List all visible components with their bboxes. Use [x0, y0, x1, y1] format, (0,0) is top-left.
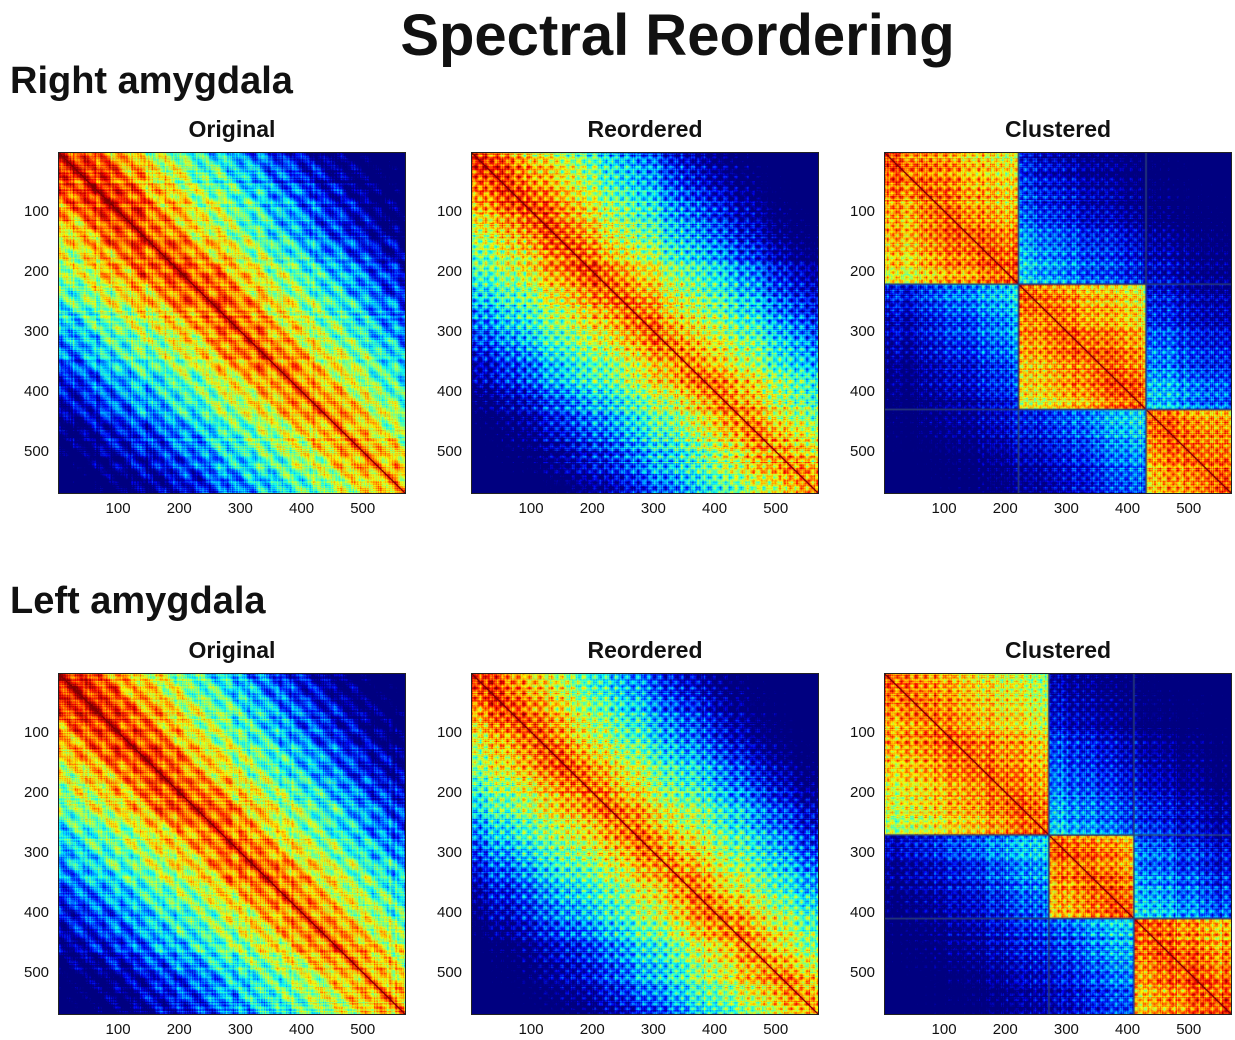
- left-reordered-xtick-500: 500: [763, 1021, 789, 1038]
- left-clustered-ytick-500: 500: [850, 963, 876, 981]
- right-reordered-xtick-400: 400: [702, 500, 728, 517]
- left-original-title: Original: [188, 637, 276, 663]
- left-clustered-ytick-200: 200: [850, 783, 876, 801]
- left-clustered-heatmap-canvas: [885, 674, 1231, 1014]
- left-original-xtick-500: 500: [350, 1021, 376, 1038]
- right-original-ytick-500: 500: [24, 442, 50, 460]
- right-original-ytick-200: 200: [24, 262, 50, 280]
- right-clustered-heatmap: [884, 152, 1232, 494]
- left-reordered-xtick-100: 100: [518, 1021, 544, 1038]
- right-reordered-heatmap-canvas: [472, 153, 818, 493]
- right-clustered-heatmap-canvas: [885, 153, 1231, 493]
- left-reordered-ytick-100: 100: [437, 723, 463, 741]
- left-reordered-xtick-400: 400: [702, 1021, 728, 1038]
- left-clustered-ytick-100: 100: [850, 723, 876, 741]
- left-clustered-xtick-100: 100: [931, 1021, 957, 1038]
- right-clustered-title: Clustered: [1004, 116, 1112, 142]
- left-original-heatmap: [58, 673, 406, 1015]
- right-clustered-ytick-200: 200: [850, 262, 876, 280]
- right-original-xtick-100: 100: [105, 500, 131, 517]
- right-clustered-xtick-300: 300: [1053, 500, 1079, 517]
- right-original-heatmap: [58, 152, 406, 494]
- left-clustered-xtick-400: 400: [1115, 1021, 1141, 1038]
- right-clustered-xtick-200: 200: [992, 500, 1018, 517]
- right-reordered-ytick-400: 400: [437, 382, 463, 400]
- right-original-ytick-400: 400: [24, 382, 50, 400]
- right-original-ytick-300: 300: [24, 322, 50, 340]
- right-clustered-xtick-400: 400: [1115, 500, 1141, 517]
- right-reordered-ytick-200: 200: [437, 262, 463, 280]
- left-original-xtick-100: 100: [105, 1021, 131, 1038]
- section-title-right-amygdala: Right amygdala: [10, 60, 293, 102]
- right-original-xtick-500: 500: [350, 500, 376, 517]
- left-clustered-xtick-200: 200: [992, 1021, 1018, 1038]
- left-clustered-xtick-300: 300: [1053, 1021, 1079, 1038]
- right-reordered-ytick-500: 500: [437, 442, 463, 460]
- right-reordered-ytick-100: 100: [437, 202, 463, 220]
- left-original-ytick-100: 100: [24, 723, 50, 741]
- right-clustered-xtick-100: 100: [931, 500, 957, 517]
- main-title: Spectral Reordering: [400, 3, 955, 68]
- left-clustered-title: Clustered: [1004, 637, 1112, 663]
- right-clustered-xtick-500: 500: [1176, 500, 1202, 517]
- section-title-left-amygdala: Left amygdala: [10, 580, 266, 622]
- right-original-title: Original: [188, 116, 276, 142]
- right-reordered-heatmap: [471, 152, 819, 494]
- right-original-xtick-200: 200: [166, 500, 192, 517]
- left-original-ytick-200: 200: [24, 783, 50, 801]
- left-original-ytick-300: 300: [24, 843, 50, 861]
- left-original-xtick-400: 400: [289, 1021, 315, 1038]
- right-original-heatmap-canvas: [59, 153, 405, 493]
- left-original-ytick-400: 400: [24, 903, 50, 921]
- left-reordered-ytick-200: 200: [437, 783, 463, 801]
- left-original-heatmap-canvas: [59, 674, 405, 1014]
- left-reordered-heatmap-canvas: [472, 674, 818, 1014]
- right-reordered-xtick-200: 200: [579, 500, 605, 517]
- left-reordered-ytick-500: 500: [437, 963, 463, 981]
- left-clustered-xtick-500: 500: [1176, 1021, 1202, 1038]
- left-clustered-ytick-300: 300: [850, 843, 876, 861]
- left-clustered-heatmap: [884, 673, 1232, 1015]
- left-original-ytick-500: 500: [24, 963, 50, 981]
- left-original-xtick-300: 300: [227, 1021, 253, 1038]
- left-reordered-xtick-300: 300: [640, 1021, 666, 1038]
- right-clustered-ytick-400: 400: [850, 382, 876, 400]
- left-clustered-ytick-400: 400: [850, 903, 876, 921]
- right-reordered-title: Reordered: [587, 116, 703, 142]
- left-reordered-ytick-300: 300: [437, 843, 463, 861]
- right-clustered-ytick-300: 300: [850, 322, 876, 340]
- left-original-xtick-200: 200: [166, 1021, 192, 1038]
- right-reordered-xtick-300: 300: [640, 500, 666, 517]
- right-reordered-xtick-500: 500: [763, 500, 789, 517]
- left-reordered-heatmap: [471, 673, 819, 1015]
- right-original-ytick-100: 100: [24, 202, 50, 220]
- right-clustered-ytick-100: 100: [850, 202, 876, 220]
- right-reordered-xtick-100: 100: [518, 500, 544, 517]
- left-reordered-title: Reordered: [587, 637, 703, 663]
- right-clustered-ytick-500: 500: [850, 442, 876, 460]
- right-original-xtick-400: 400: [289, 500, 315, 517]
- right-original-xtick-300: 300: [227, 500, 253, 517]
- right-reordered-ytick-300: 300: [437, 322, 463, 340]
- left-reordered-xtick-200: 200: [579, 1021, 605, 1038]
- left-reordered-ytick-400: 400: [437, 903, 463, 921]
